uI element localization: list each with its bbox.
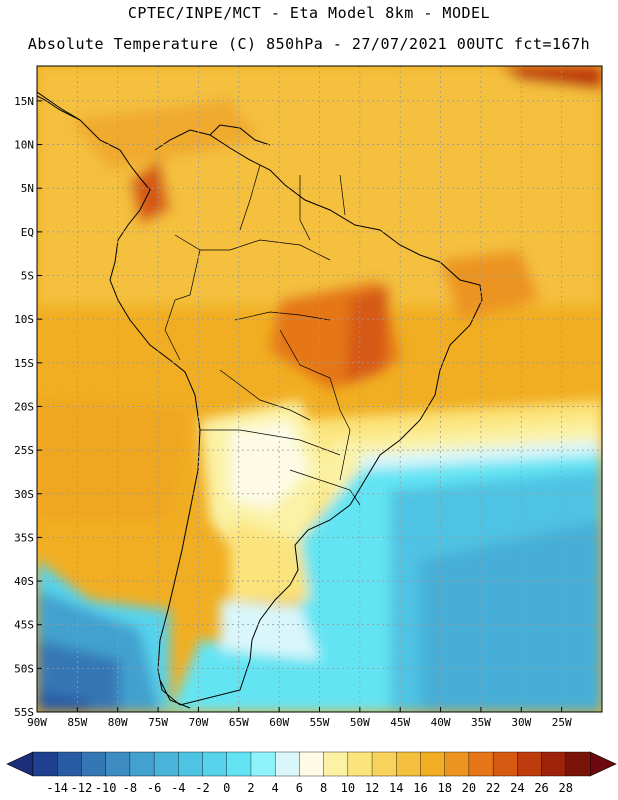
latitude-axis: 15N 10N 5N EQ 5S 10S 15S 20S 25S 30S 35S 40S 45S 50S 5… xyxy=(14,95,42,719)
colorbar-label: 12 xyxy=(365,781,379,795)
colorbar-label: -12 xyxy=(71,781,93,795)
colorbar-swatch xyxy=(202,751,228,777)
lat-label: 10S xyxy=(14,313,34,326)
lon-label: 70W xyxy=(188,716,208,729)
colorbar-swatch xyxy=(371,751,397,777)
lon-label: 35W xyxy=(471,716,491,729)
colorbar-label: 28 xyxy=(559,781,573,795)
colorbar-swatch xyxy=(396,751,422,777)
lat-label: 40S xyxy=(14,575,34,588)
lon-label: 65W xyxy=(229,716,249,729)
colorbar-label: -14 xyxy=(46,781,68,795)
colorbar-swatch xyxy=(32,751,58,777)
colorbar-swatch xyxy=(105,751,131,777)
colorbar-swatch xyxy=(129,751,155,777)
lon-label: 40W xyxy=(431,716,451,729)
colorbar-swatch xyxy=(323,751,349,777)
colorbar-swatch xyxy=(444,751,470,777)
colorbar-swatch xyxy=(492,751,518,777)
lat-label: 45S xyxy=(14,619,34,632)
lat-label: 20S xyxy=(14,400,34,413)
colorbar-label: 10 xyxy=(341,781,355,795)
lon-label: 25W xyxy=(552,716,572,729)
lat-label: 5S xyxy=(21,270,34,283)
colorbar-swatch xyxy=(517,751,543,777)
colorbar-label: 8 xyxy=(320,781,327,795)
colorbar-label: -4 xyxy=(171,781,185,795)
colorbar-swatch xyxy=(420,751,446,777)
lon-label: 80W xyxy=(108,716,128,729)
colorbar-label: 24 xyxy=(510,781,524,795)
colorbar-swatch xyxy=(565,751,591,777)
colorbar-swatch xyxy=(57,751,83,777)
colorbar-label: 26 xyxy=(534,781,548,795)
colorbar-swatch xyxy=(347,751,373,777)
temperature-field xyxy=(37,66,602,712)
colorbar-label: 4 xyxy=(272,781,279,795)
lat-label: 10N xyxy=(14,139,34,152)
colorbar-swatch xyxy=(226,751,252,777)
lon-label: 30W xyxy=(511,716,531,729)
country-borders xyxy=(164,164,361,506)
lon-label: 85W xyxy=(67,716,87,729)
title-line-1: CPTEC/INPE/MCT - Eta Model 8km - MODEL xyxy=(127,4,491,22)
colorbar-swatch xyxy=(541,751,567,777)
lat-label: EQ xyxy=(21,226,34,239)
colorbar-swatch xyxy=(468,751,494,777)
colorbar-label: 18 xyxy=(437,781,451,795)
lon-label: 60W xyxy=(269,716,289,729)
colorbar-label: 22 xyxy=(486,781,500,795)
colorbar-over-arrow xyxy=(589,751,617,777)
colorbar-swatch xyxy=(153,751,179,777)
colorbar-label: 2 xyxy=(247,781,254,795)
coastline xyxy=(37,91,483,709)
lat-label: 25S xyxy=(14,444,34,457)
lon-label: 75W xyxy=(148,716,168,729)
colorbar-swatch xyxy=(81,751,107,777)
lon-label: 55W xyxy=(310,716,330,729)
lon-label: 45W xyxy=(390,716,410,729)
colorbar-swatch xyxy=(274,751,300,777)
colorbar-swatch xyxy=(178,751,204,777)
colorbar-under-arrow xyxy=(6,751,34,777)
colorbar-swatch xyxy=(299,751,325,777)
lat-label: 15S xyxy=(14,357,34,370)
lat-label: 30S xyxy=(14,488,34,501)
longitude-axis: 90W 85W 80W 75W 70W 65W 60W 55W 50W 45W 40W 35W 30W 2… xyxy=(27,707,572,729)
lat-label: 35S xyxy=(14,531,34,544)
lat-label: 15N xyxy=(14,95,34,108)
colorbar-label: -6 xyxy=(147,781,161,795)
colorbar-label: 20 xyxy=(462,781,476,795)
colorbar-label: 16 xyxy=(413,781,427,795)
lon-label: 90W xyxy=(27,716,47,729)
colorbar-label: 0 xyxy=(223,781,230,795)
colorbar-label: -2 xyxy=(195,781,209,795)
lat-label: 50S xyxy=(14,662,34,675)
lat-label: 55S xyxy=(14,706,34,719)
colorbar: -14 -12 -10 -8 -6 -4 -2 0 2 4 6 8 10 12 14 16 18 20 22 24 26… xyxy=(6,751,617,795)
colorbar-label: -10 xyxy=(95,781,117,795)
graticule-latitude xyxy=(37,100,602,669)
lat-label: 5N xyxy=(21,182,34,195)
title-line-2: Absolute Temperature (C) 850hPa - 27/07/… xyxy=(27,35,591,53)
lon-label: 50W xyxy=(350,716,370,729)
colorbar-label: -8 xyxy=(123,781,137,795)
colorbar-label: 6 xyxy=(296,781,303,795)
colorbar-swatch xyxy=(250,751,276,777)
colorbar-label: 14 xyxy=(389,781,403,795)
